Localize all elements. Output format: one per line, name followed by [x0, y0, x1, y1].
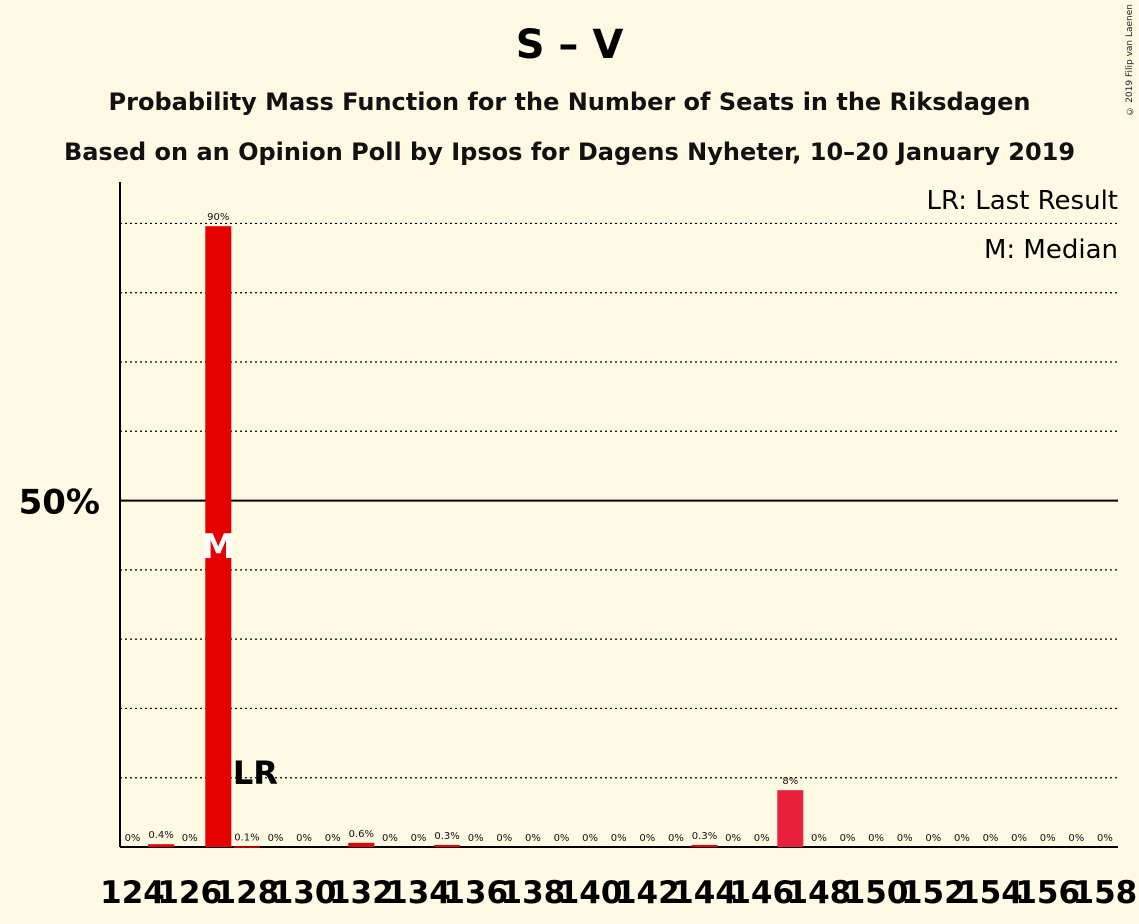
bar-label: 0%	[582, 833, 598, 844]
bar-label: 0%	[983, 833, 999, 844]
bar-label: 0%	[639, 833, 655, 844]
bar-label: 0%	[1011, 833, 1027, 844]
x-tick-label: 154	[958, 875, 1023, 911]
bar-label: 8%	[782, 776, 798, 787]
x-tick-label: 126	[157, 875, 222, 911]
legend-last-result: LR: Last Result	[926, 186, 1118, 216]
x-tick-label: 128	[215, 875, 280, 911]
bar-label: 0%	[954, 833, 970, 844]
bar-label: 0%	[296, 833, 312, 844]
x-tick-label: 146	[729, 875, 794, 911]
bar-label: 0.4%	[148, 830, 173, 841]
x-tick-label: 132	[329, 875, 394, 911]
x-tick-label: 152	[901, 875, 966, 911]
x-tick-label: 124	[100, 875, 165, 911]
bar-label: 0.1%	[234, 832, 259, 843]
bar	[233, 846, 260, 848]
bar-label: 0%	[125, 833, 141, 844]
bar-label: 0%	[868, 833, 884, 844]
bar-label: 0%	[1068, 833, 1084, 844]
x-tick-label: 156	[1015, 875, 1080, 911]
bar-label: 0%	[382, 833, 398, 844]
chart-title: S – V	[515, 22, 624, 68]
bar-label: 0%	[611, 833, 627, 844]
x-tick-label: 150	[844, 875, 909, 911]
bar	[777, 790, 804, 847]
legend-median: M: Median	[984, 235, 1118, 265]
chart-subtitle-1: Probability Mass Function for the Number…	[108, 88, 1031, 116]
x-tick-label: 144	[672, 875, 737, 911]
y-tick-label: 50%	[19, 483, 100, 523]
x-tick-label: 142	[615, 875, 680, 911]
bar-label: 0%	[897, 833, 913, 844]
x-tick-label: 158	[1073, 875, 1138, 911]
bar-label: 0%	[840, 833, 856, 844]
chart-subtitle-2: Based on an Opinion Poll by Ipsos for Da…	[63, 138, 1076, 166]
x-tick-label: 136	[443, 875, 508, 911]
bar-label: 0%	[554, 833, 570, 844]
bar-label: 0%	[1097, 833, 1113, 844]
bar-label: 0.6%	[349, 829, 374, 840]
bar-label: 0%	[525, 833, 541, 844]
bar	[434, 844, 461, 847]
x-tick-label: 138	[501, 875, 566, 911]
last-result-marker: LR	[233, 754, 278, 792]
bar-label: 90%	[207, 212, 229, 223]
bar-label: 0%	[411, 833, 427, 844]
bar-label: 0%	[754, 833, 770, 844]
bar-label: 0.3%	[692, 831, 717, 842]
bar	[348, 842, 375, 847]
x-tick-label: 148	[787, 875, 852, 911]
x-tick-label: 130	[272, 875, 337, 911]
bar-label: 0%	[668, 833, 684, 844]
bar-label: 0%	[268, 833, 284, 844]
bar	[205, 226, 232, 847]
median-marker: M	[201, 527, 235, 567]
bar-label: 0%	[1040, 833, 1056, 844]
bar-label: 0%	[182, 833, 198, 844]
bar-label: 0%	[468, 833, 484, 844]
bar-label: 0%	[811, 833, 827, 844]
bar-label: 0%	[325, 833, 341, 844]
bar	[691, 844, 718, 847]
x-tick-label: 140	[558, 875, 623, 911]
bar-label: 0.3%	[434, 831, 459, 842]
bar	[148, 844, 175, 847]
bar-label: 0%	[496, 833, 512, 844]
x-tick-label: 134	[386, 875, 451, 911]
bar-label: 0%	[725, 833, 741, 844]
bar-label: 0%	[925, 833, 941, 844]
